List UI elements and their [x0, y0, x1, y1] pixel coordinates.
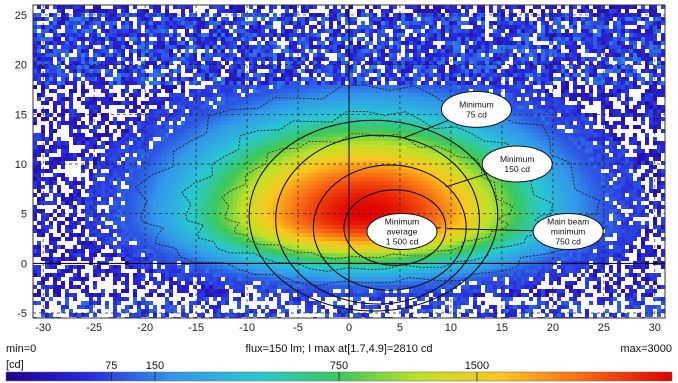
callout-text: minimum	[551, 227, 585, 237]
x-tick-label: -25	[86, 322, 102, 334]
axis-lines	[33, 5, 665, 318]
callout-text: 150 cd	[504, 164, 530, 174]
callout-text: Main beam	[547, 217, 589, 227]
max-label: max=3000	[620, 343, 672, 355]
y-tick-label: -5	[17, 308, 27, 320]
isoline	[221, 133, 513, 260]
contour-ellipse	[275, 134, 481, 305]
y-tick-label: 0	[21, 258, 27, 270]
color-scale-ticks: 75 150 750 1500	[105, 360, 489, 381]
x-tick-label: 30	[649, 322, 661, 334]
y-tick-label: 20	[15, 60, 27, 72]
x-tick-label: 5	[397, 322, 403, 334]
callout-bubble	[440, 90, 512, 128]
callout-bubble	[481, 145, 553, 183]
contour-ellipse	[312, 164, 467, 291]
y-tick-label: 5	[21, 209, 27, 221]
callout-text: Minimum	[385, 217, 419, 227]
x-tick-label: 15	[496, 322, 508, 334]
callout-text: average	[387, 227, 418, 237]
callout-text: Minimum	[500, 154, 534, 164]
x-tick-label: 25	[598, 322, 610, 334]
x-tick-labels: -30 -25 -20 -15 -10 -5 0 5 10 15 20 25 30	[35, 322, 661, 334]
scale-tick-label: 1500	[465, 360, 489, 372]
scale-tick-label: 150	[146, 360, 164, 372]
callout-text: 75 cd	[466, 109, 487, 119]
x-tick-label: 20	[547, 322, 559, 334]
contour-ellipse	[248, 119, 499, 312]
flux-label: flux=150 lm; I max at[1.7,4.9]=2810 cd	[245, 343, 432, 355]
callout-text: 1 500 cd	[386, 237, 419, 247]
x-tick-label: -30	[35, 322, 51, 334]
y-tick-labels: 25 20 15 10 5 0 -5	[15, 10, 27, 320]
plot-frame	[32, 4, 666, 319]
callout-text: 750 cd	[555, 237, 581, 247]
callout-bubble	[532, 213, 604, 251]
isoline	[181, 110, 554, 272]
scale-tick-label: 75	[105, 360, 117, 372]
y-tick-label: 25	[15, 10, 27, 22]
x-tick-label: -10	[239, 322, 255, 334]
min-label: min=0	[6, 343, 36, 355]
x-tick-label: 10	[445, 322, 457, 334]
callout-text: Minimum	[459, 99, 493, 109]
callout-bubble	[366, 213, 438, 251]
x-tick-label: -5	[293, 322, 303, 334]
y-tick-label: 15	[15, 109, 27, 121]
scale-tick-label: 750	[330, 360, 348, 372]
contour-ellipse	[343, 189, 447, 266]
x-tick-label: -15	[188, 322, 204, 334]
unit-label: [cd]	[6, 359, 24, 371]
y-tick-label: 10	[15, 159, 27, 171]
x-tick-label: -20	[137, 322, 153, 334]
x-tick-label: 0	[346, 322, 352, 334]
